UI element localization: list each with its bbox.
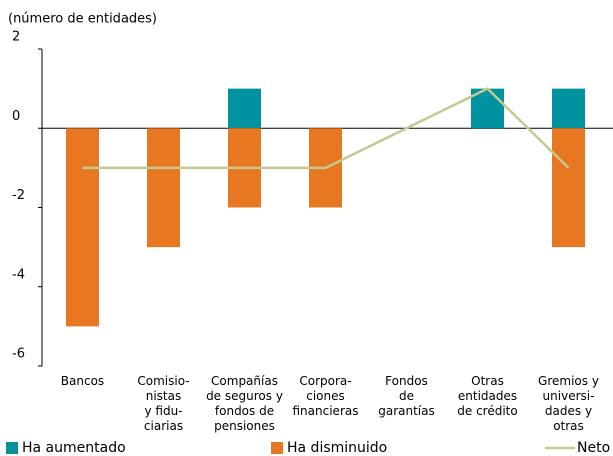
x-tick-line: de [399, 389, 414, 403]
x-tick-line: entidades [458, 389, 517, 403]
line [82, 87, 570, 170]
x-tick-label: Gremios y universi-dades y otras [538, 374, 599, 433]
y-tick-label: -6 [12, 347, 25, 362]
x-tick-line: Fondos [385, 374, 428, 388]
x-tick-label: Comisio-nistas y fidu-ciarias [137, 374, 189, 433]
bar [228, 88, 261, 129]
x-tick-line: ciones [306, 389, 345, 403]
x-tick-line: financieras [293, 404, 359, 418]
legend-swatch [271, 442, 283, 454]
x-tick-line: Bancos [61, 374, 104, 388]
x-tick-line: ciarias [144, 419, 183, 433]
legend-label: Neto [577, 440, 610, 456]
x-tick-line: de seguros y [206, 389, 283, 403]
x-tick-line: garantías [378, 404, 435, 418]
x-tick-label: Bancos [61, 374, 104, 388]
x-tick-line: Comisio- [137, 374, 189, 388]
x-tick-line: y fidu- [144, 404, 182, 418]
x-tick-label: Corpora-ciones financieras [293, 374, 359, 418]
y-axis-label: (número de entidades) [8, 12, 157, 27]
legend-label: Ha aumentado [22, 440, 126, 456]
x-tick-label: Fondos de garantías [378, 374, 435, 418]
y-tick-label: -2 [12, 188, 25, 203]
legend-label: Ha disminuido [287, 440, 387, 456]
y-tick-label: -4 [12, 267, 25, 282]
x-tick-line: Otras [471, 374, 504, 388]
bar [147, 128, 180, 248]
x-tick-line: Gremios y [538, 374, 599, 388]
x-tick-label: Compañías de seguros y fondos de pensiones [206, 374, 283, 433]
x-tick-line: Corpora- [299, 374, 351, 388]
bar [552, 128, 585, 248]
x-tick-line: Compañías [211, 374, 278, 388]
x-tick-line: pensiones [214, 419, 275, 433]
legend-swatch [6, 442, 18, 454]
x-tick-line: de crédito [457, 404, 517, 418]
x-tick-line: otras [553, 419, 584, 433]
x-tick-line: nistas [146, 389, 182, 403]
x-tick-line: dades y [545, 404, 592, 418]
x-tick-label: Otras entidades de crédito [457, 374, 517, 418]
bar [552, 88, 585, 129]
y-tick-label: 0 [12, 109, 20, 124]
x-tick-line: fondos de [215, 404, 274, 418]
bar [66, 128, 99, 327]
y-tick-label: 2 [12, 30, 20, 45]
x-tick-line: universi- [543, 389, 595, 403]
